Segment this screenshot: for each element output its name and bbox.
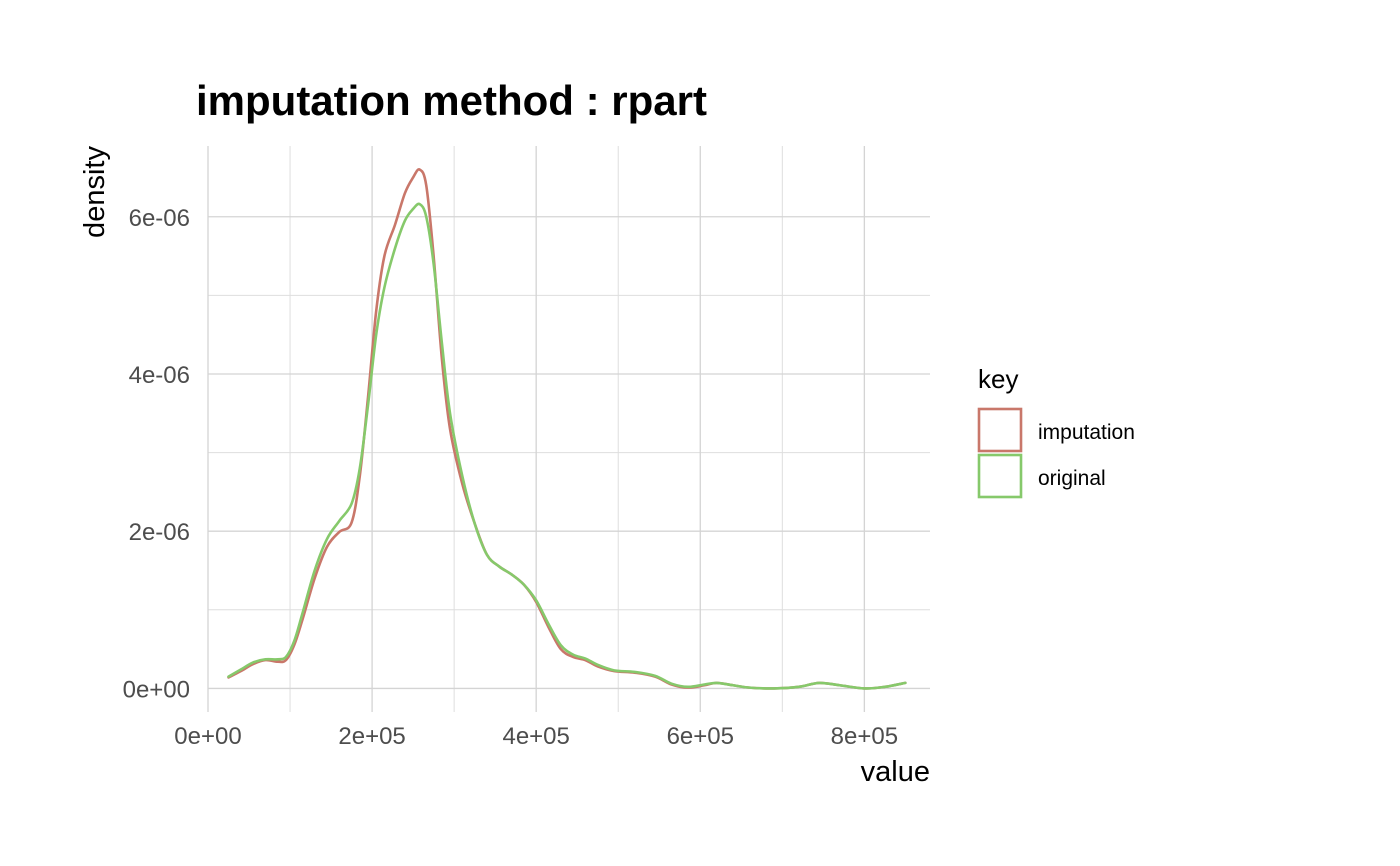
series-lines <box>227 168 907 690</box>
chart-title: imputation method : rpart <box>196 77 707 124</box>
x-axis-title: value <box>861 756 930 788</box>
series-line-imputation <box>227 168 907 690</box>
legend-key-imputation <box>977 407 1023 453</box>
legend-items: imputation original <box>977 407 1135 499</box>
x-tick-label: 6e+05 <box>667 723 734 750</box>
legend-key-original <box>977 453 1023 499</box>
legend-label-original: original <box>1038 467 1106 490</box>
y-tick-label: 4e-06 <box>129 362 190 389</box>
minor-gridlines <box>208 146 930 712</box>
x-tick-labels: 0e+00 2e+05 4e+05 6e+05 8e+05 <box>174 723 898 750</box>
x-tick-label: 2e+05 <box>338 723 405 750</box>
major-gridlines <box>207 146 930 712</box>
y-tick-label: 0e+00 <box>123 676 190 703</box>
y-axis-title: density <box>79 146 111 238</box>
series-line-original <box>227 202 907 690</box>
y-tick-labels: 0e+00 2e-06 4e-06 6e-06 <box>123 205 190 704</box>
x-tick-label: 4e+05 <box>502 723 569 750</box>
y-tick-label: 6e-06 <box>129 205 190 232</box>
legend-label-imputation: imputation <box>1038 421 1135 444</box>
legend-title: key <box>978 364 1018 394</box>
legend: key imputation original <box>977 364 1135 499</box>
y-tick-label: 2e-06 <box>129 519 190 546</box>
x-tick-label: 0e+00 <box>174 723 241 750</box>
x-tick-label: 8e+05 <box>831 723 898 750</box>
